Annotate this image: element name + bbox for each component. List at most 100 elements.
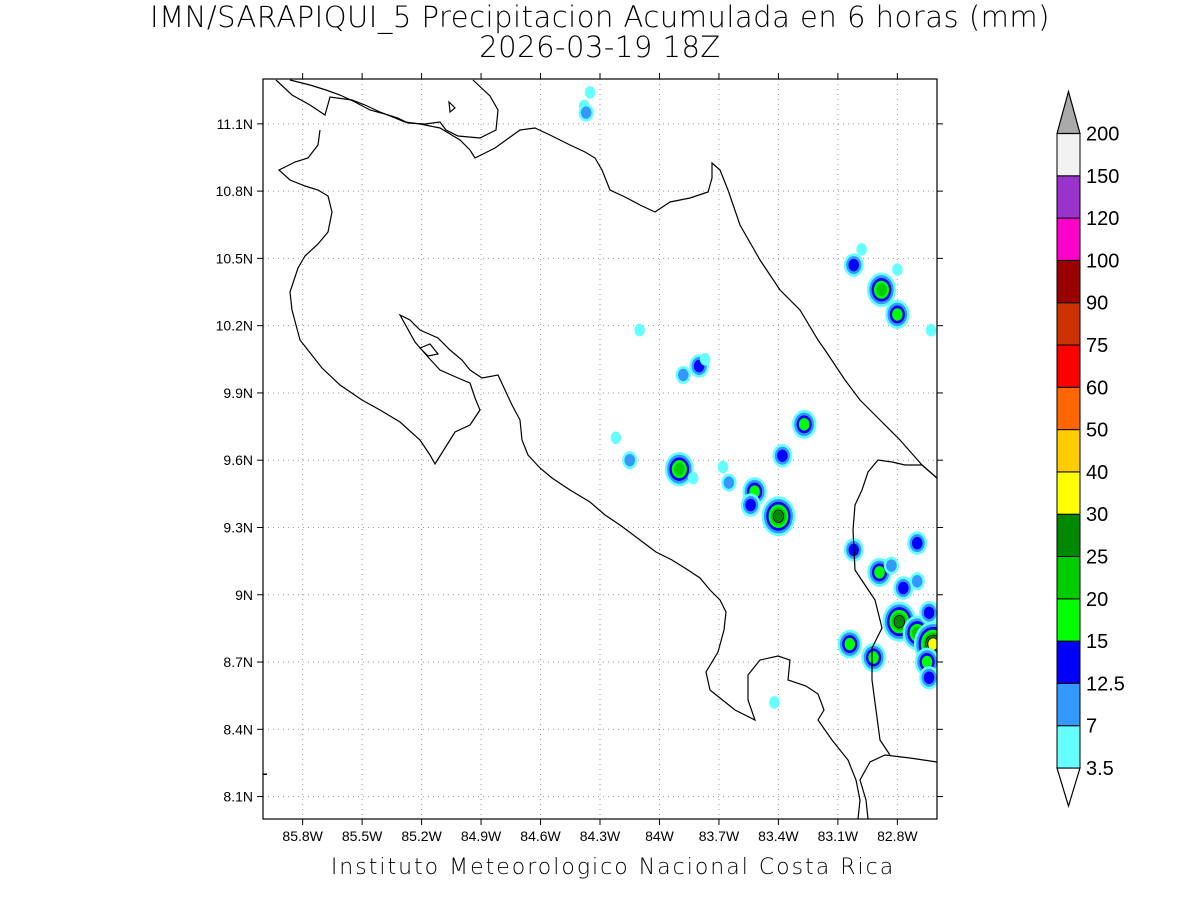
y-tick-label: 9N — [235, 587, 253, 603]
x-axis: 85.8W 85.5W 85.2W 84.9W 84.6W 84.3W 84W 83.7W 83… — [282, 73, 918, 844]
x-tick-label: 85.2W — [401, 828, 442, 844]
legend-label: 90 — [1086, 293, 1108, 315]
legend-label: 200 — [1086, 124, 1119, 146]
precip-contour — [769, 696, 780, 709]
x-tick-label: 84.9W — [461, 828, 502, 844]
y-tick-label: 8.4N — [223, 721, 253, 737]
nicoya-island — [418, 343, 440, 357]
legend-label: 30 — [1086, 504, 1108, 526]
precip-contour — [723, 476, 735, 489]
precip-contour — [893, 615, 905, 629]
legend-label: 12.5 — [1086, 673, 1125, 695]
precip-contour — [699, 353, 711, 366]
coastline-osa — [859, 754, 937, 819]
x-tick-label: 85.5W — [342, 828, 383, 844]
legend-swatch — [1056, 429, 1081, 473]
precip-contour — [745, 498, 756, 512]
legend-swatch — [1056, 682, 1081, 727]
color-legend: 3.5 7 12.5 15 20 25 30 40 50 60 75 90 100 120 150 200 — [1056, 89, 1125, 809]
legend-label: 20 — [1086, 589, 1108, 611]
legend-label: 60 — [1086, 377, 1108, 399]
precip-contour — [923, 671, 935, 684]
precip-contour — [634, 323, 645, 337]
legend-swatch — [1056, 344, 1081, 388]
x-tick-label: 84.6W — [520, 828, 561, 844]
coastline-pacific — [277, 129, 861, 819]
legend-swatch — [1056, 302, 1081, 346]
legend-swatch — [1056, 556, 1081, 600]
legend-swatch — [1056, 513, 1081, 558]
legend-swatch — [1056, 725, 1081, 769]
legend-label: 120 — [1086, 208, 1119, 230]
y-tick-label: 9.9N — [223, 385, 253, 401]
legend-label: 25 — [1086, 547, 1108, 569]
coastline-nicaragua-lake — [289, 79, 499, 139]
precip-contour — [876, 283, 887, 297]
legend-swatch — [1056, 598, 1081, 642]
x-tick-label: 82.8W — [877, 828, 918, 844]
legend-label: 3.5 — [1086, 758, 1114, 780]
legend-swatch — [1056, 259, 1081, 304]
coastline-layer — [275, 79, 937, 819]
y-tick-label: 11.1N — [217, 116, 253, 132]
legend-swatch — [1056, 386, 1081, 431]
precip-contour — [624, 453, 635, 467]
y-tick-label: 9.6N — [223, 452, 253, 468]
precip-contour — [886, 559, 897, 572]
island-marker — [448, 100, 456, 114]
precip-contour — [911, 536, 923, 550]
legend-arrow-low — [1056, 767, 1081, 809]
precip-contour — [610, 431, 622, 445]
precip-contour — [844, 637, 856, 651]
y-tick-label: 8.7N — [223, 654, 253, 670]
x-tick-label: 83.4W — [758, 828, 799, 844]
legend-arrow-high — [1056, 89, 1081, 135]
legend-swatch — [1056, 175, 1081, 219]
precip-contour — [892, 263, 903, 276]
precip-contour — [848, 258, 859, 272]
title-line-1: IMN/SARAPIQUI_5 Precipitacion Acumulada … — [150, 0, 1050, 34]
legend-label: 100 — [1086, 250, 1119, 272]
legend-label: 75 — [1086, 335, 1108, 357]
legend-swatch — [1056, 133, 1081, 177]
y-tick-label: 9.3N — [223, 519, 253, 535]
title-line-2: 2026-03-19 18Z — [479, 30, 721, 64]
precip-contour — [921, 655, 933, 669]
precip-contour — [584, 86, 596, 99]
precip-contour — [856, 243, 867, 256]
y-tick-label: 8.1N — [223, 789, 253, 805]
legend-label: 50 — [1086, 420, 1108, 442]
legend-label: 7 — [1086, 716, 1097, 738]
precip-contour — [898, 581, 909, 595]
precip-contour — [772, 509, 785, 523]
x-tick-label: 84.3W — [580, 828, 621, 844]
precip-contour — [678, 368, 689, 382]
precip-contour — [925, 323, 937, 337]
border-panama — [852, 459, 937, 756]
x-tick-label: 83.1W — [818, 828, 859, 844]
y-tick-label: 10.8N — [216, 183, 253, 199]
x-tick-label: 84W — [645, 828, 675, 844]
x-tick-label: 83.7W — [699, 828, 740, 844]
precip-contour — [868, 651, 879, 664]
legend-swatch — [1056, 217, 1081, 261]
legend-swatch — [1056, 640, 1081, 684]
legend-swatch — [1056, 471, 1081, 515]
precipitation-layer — [578, 86, 937, 709]
footer-credit: Instituto Meteorologico Nacional Costa R… — [330, 855, 896, 880]
precip-contour — [892, 308, 903, 321]
y-tick-label: 10.2N — [216, 318, 253, 334]
precip-contour — [874, 566, 885, 579]
page-title: IMN/SARAPIQUI_5 Precipitacion Acumulada … — [0, 2, 1200, 62]
legend-label: 15 — [1086, 631, 1108, 653]
legend-label: 40 — [1086, 462, 1108, 484]
precip-contour — [777, 449, 788, 462]
precip-contour — [687, 471, 699, 485]
precip-contour — [674, 462, 685, 476]
precip-contour — [717, 460, 729, 474]
precip-contour — [923, 606, 935, 619]
precip-contour — [580, 106, 592, 119]
x-tick-label: 85.8W — [282, 828, 323, 844]
y-axis: 11.1N 10.8N 10.5N 10.2N 9.9N 9.6N 9.3N 9N 8.7N 8.… — [216, 116, 943, 805]
